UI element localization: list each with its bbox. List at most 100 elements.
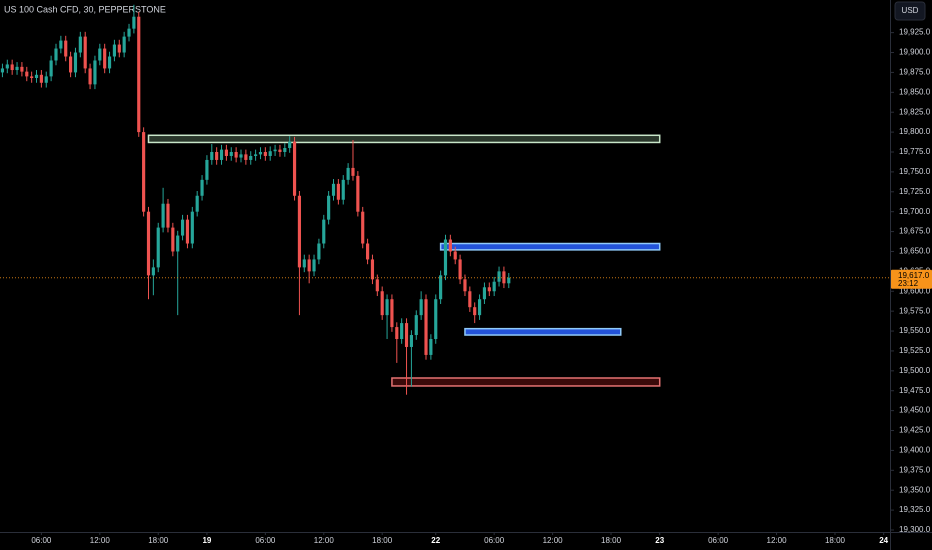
- candle-body: [239, 154, 243, 158]
- candle-body: [297, 195, 302, 268]
- candle-body: [356, 175, 360, 212]
- y-tick-label: 19,775.0: [899, 147, 931, 156]
- candle-body: [331, 183, 336, 196]
- candle-body: [424, 299, 428, 355]
- candle-body: [64, 40, 68, 57]
- candle-body: [390, 299, 394, 328]
- candle-body: [161, 203, 165, 228]
- y-tick-label: 19,325.0: [899, 505, 931, 514]
- x-tick-label: 12:00: [314, 536, 335, 545]
- candle-body: [468, 291, 472, 308]
- candle-body: [312, 259, 316, 272]
- y-tick-label: 19,525.0: [899, 346, 931, 355]
- y-tick-label: 19,900.0: [899, 48, 931, 57]
- candle-body: [171, 227, 175, 252]
- candle-body: [34, 74, 39, 78]
- x-tick-label: 12:00: [90, 536, 111, 545]
- candle-body: [107, 56, 112, 69]
- y-tick-label: 19,650.0: [899, 247, 931, 256]
- y-tick-label: 19,825.0: [899, 107, 931, 116]
- candle-body: [327, 195, 331, 220]
- candle-body: [30, 76, 34, 78]
- candle-body: [112, 44, 116, 57]
- candle-body: [487, 287, 491, 292]
- candle-body: [302, 259, 306, 268]
- candle-body: [229, 151, 233, 156]
- x-tick-label: 18:00: [372, 536, 393, 545]
- x-tick-label: 18:00: [825, 536, 846, 545]
- candle-body: [20, 66, 24, 72]
- candle-body: [278, 149, 282, 152]
- candle-body: [73, 52, 78, 73]
- y-tick-label: 19,550.0: [899, 326, 931, 335]
- candle-body: [0, 68, 5, 73]
- candle-body: [414, 315, 418, 336]
- candle-body: [132, 16, 136, 29]
- currency-button[interactable]: [894, 1, 926, 21]
- candle-body: [93, 60, 97, 85]
- candle-body: [443, 239, 448, 276]
- last-price-tag: [891, 269, 932, 289]
- x-tick-label: 06:00: [708, 536, 729, 545]
- x-tick-label: 18:00: [601, 536, 622, 545]
- candle-body: [234, 151, 238, 158]
- y-tick-label: 19,600.0: [899, 286, 931, 295]
- price-zone: [147, 134, 661, 144]
- currency-label[interactable]: USD: [902, 6, 919, 15]
- y-tick-label: 19,800.0: [899, 127, 931, 136]
- candle-body: [69, 56, 73, 73]
- candle-body: [98, 48, 102, 61]
- candle-body: [307, 259, 311, 272]
- candle-body: [458, 259, 462, 280]
- candle-body: [244, 154, 248, 160]
- y-tick-label: 19,575.0: [899, 306, 931, 315]
- x-tick-label: 23: [655, 536, 664, 545]
- candle-body: [341, 179, 345, 200]
- candle-body: [502, 271, 506, 284]
- y-tick-label: 19,675.0: [899, 227, 931, 236]
- candle-body: [448, 239, 452, 252]
- candle-body: [409, 335, 413, 347]
- candle-body: [361, 211, 365, 244]
- candle-body: [336, 183, 340, 200]
- x-tick-label: 12:00: [767, 536, 788, 545]
- candle-body: [137, 16, 141, 133]
- y-tick-label: 19,375.0: [899, 465, 931, 474]
- candle-body: [185, 219, 190, 244]
- x-tick-label: 18:00: [148, 536, 169, 545]
- candle-body: [346, 167, 350, 180]
- candle-body: [453, 251, 457, 260]
- y-tick-label: 19,925.0: [899, 28, 931, 37]
- y-tick-label: 19,850.0: [899, 87, 931, 96]
- candle-body: [190, 211, 194, 244]
- candle-body: [127, 28, 131, 37]
- bar-countdown: 23:12: [898, 279, 919, 288]
- candle-body: [366, 243, 370, 260]
- candle-body: [400, 323, 404, 340]
- candle-body: [273, 149, 277, 152]
- y-tick-label: 19,875.0: [899, 68, 931, 77]
- candle-body: [434, 299, 438, 340]
- candle-body: [146, 211, 151, 276]
- candle-body: [205, 159, 209, 180]
- candle-body: [5, 64, 9, 69]
- candle-body: [224, 149, 228, 156]
- candle-body: [477, 299, 482, 316]
- y-tick-label: 19,725.0: [899, 187, 931, 196]
- candle-body: [215, 151, 219, 160]
- x-tick-label: 19: [202, 536, 211, 545]
- candle-body: [404, 323, 409, 347]
- candle-body: [44, 76, 48, 83]
- candle-body: [180, 219, 185, 236]
- price-zone: [464, 327, 622, 336]
- candle-body: [507, 277, 511, 284]
- candle-body: [59, 40, 63, 49]
- x-tick-label: 22: [431, 536, 440, 545]
- candle-body: [25, 71, 29, 77]
- candle-body: [322, 219, 326, 244]
- candle-body: [370, 259, 375, 280]
- candle-body: [78, 36, 82, 53]
- candle-body: [142, 132, 146, 212]
